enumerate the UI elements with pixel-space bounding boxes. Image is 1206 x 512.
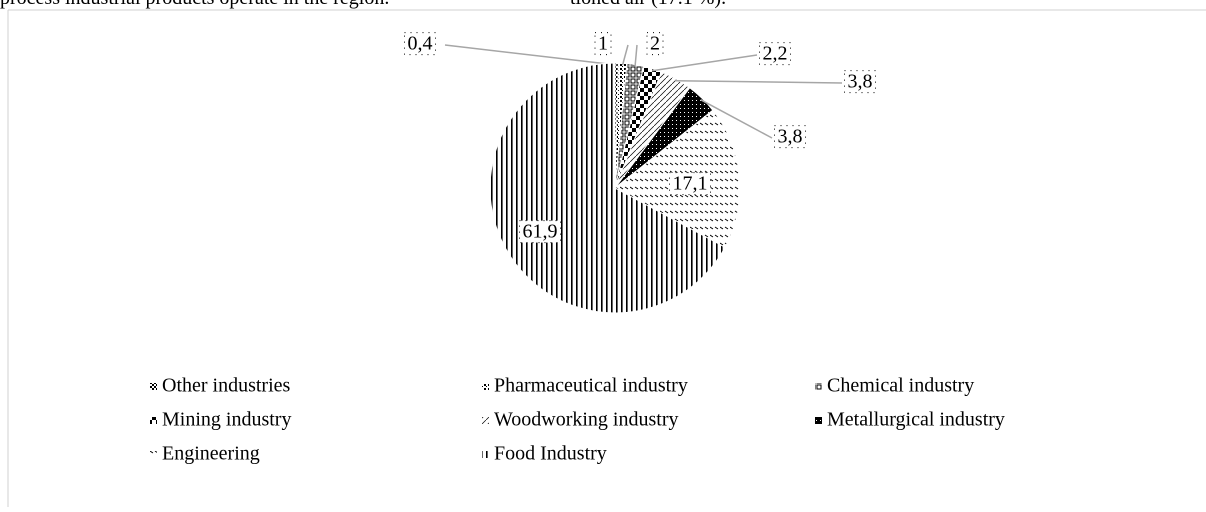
data-label-box [759,42,791,66]
leader-line [621,44,629,66]
legend-marker [482,383,489,390]
data-label: 61,9 [523,221,558,243]
page-text: tioned air (17.1 %). [570,0,726,9]
legend-label: Mining industry [162,409,291,431]
data-label-box [646,32,664,56]
data-label-box [669,172,711,196]
legend-marker [150,451,157,458]
data-label: 3,8 [778,126,803,148]
leader-line [700,99,773,139]
legend-label: Pharmaceutical industry [494,375,688,397]
legend-marker [482,451,489,458]
legend-label: Engineering [162,443,260,465]
legend-marker [482,417,489,424]
data-label: 2,2 [763,43,788,65]
leader-line [634,44,638,67]
legend-marker [150,417,157,424]
data-label: 17,1 [673,173,708,195]
data-label-box [774,125,806,149]
legend-marker [815,417,822,424]
data-label-box [404,32,436,56]
legend-label: Other industries [162,375,291,397]
legend-marker [150,383,157,390]
data-label-box [844,70,876,94]
leader-line [675,79,843,84]
leader-line [652,54,758,72]
data-label: 2 [650,33,660,55]
data-label: 0,4 [408,33,433,55]
leader-line [444,44,617,66]
data-label-box [594,32,612,56]
legend-label: Chemical industry [827,375,974,397]
legend-label: Food Industry [494,443,607,465]
data-label-box [519,220,561,244]
page-text: process industrial products operate in t… [0,0,389,9]
legend-label: Metallurgical industry [827,409,1005,431]
legend-label: Woodworking industry [494,409,679,431]
data-label: 1 [598,33,608,55]
legend-marker [815,383,822,390]
data-label: 3,8 [848,71,873,93]
pie-slice [489,62,726,314]
